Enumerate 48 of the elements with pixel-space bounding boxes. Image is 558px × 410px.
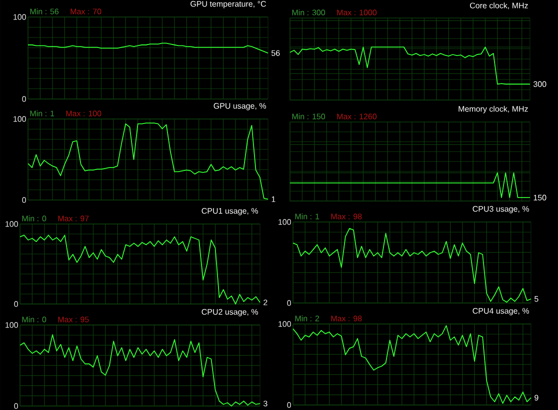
y-tick-label: 0 bbox=[14, 301, 18, 307]
y-tick-label: 0 bbox=[287, 402, 291, 408]
y-tick-label: 100 bbox=[6, 221, 18, 227]
text: Min : 1 bbox=[295, 213, 320, 220]
text: Min : 56 bbox=[30, 8, 59, 14]
y-tick-label: 0 bbox=[22, 197, 26, 203]
text: 2 bbox=[264, 300, 268, 306]
text: Min : 0 bbox=[22, 316, 46, 322]
chart-title: CPU3 usage, % bbox=[472, 206, 529, 214]
text: Min : 0 bbox=[22, 215, 46, 222]
y-tick-label: 0 bbox=[22, 96, 26, 102]
text: Max : 98 bbox=[331, 316, 362, 322]
y-tick-label: 0 bbox=[287, 300, 291, 306]
text: 9 bbox=[534, 394, 538, 401]
text: 150 bbox=[534, 194, 546, 200]
chart-title: CPU2 usage, % bbox=[202, 309, 258, 316]
text: 300 bbox=[533, 81, 546, 87]
text: Max : 100 bbox=[66, 110, 102, 116]
chart-title: CPU1 usage, % bbox=[202, 208, 258, 216]
chart-title: Core clock, MHz bbox=[470, 2, 528, 10]
text: 56 bbox=[272, 50, 280, 56]
text: Max : 95 bbox=[58, 316, 89, 322]
y-tick-label: 100 bbox=[6, 322, 18, 328]
chart-title: CPU4 usage, % bbox=[472, 308, 529, 316]
chart-title: Memory clock, MHz bbox=[458, 106, 528, 114]
line-series bbox=[292, 325, 532, 404]
text: 5 bbox=[534, 296, 538, 302]
text: 3 bbox=[263, 400, 268, 406]
chart-title: GPU temperature, °C bbox=[190, 1, 266, 8]
text: 1 bbox=[272, 196, 276, 202]
y-tick-label: 100 bbox=[14, 14, 26, 20]
text: Max : 98 bbox=[331, 214, 362, 220]
text: Min : 2 bbox=[295, 315, 320, 322]
line-series bbox=[20, 234, 260, 304]
y-tick-label: 100 bbox=[14, 116, 26, 122]
y-tick-label: 100 bbox=[278, 321, 291, 327]
line-series bbox=[20, 334, 260, 406]
text: Max : 1260 bbox=[337, 114, 377, 120]
text: Min : 300 bbox=[292, 9, 326, 16]
text: Max : 1000 bbox=[337, 10, 377, 16]
text: Max : 70 bbox=[70, 8, 102, 14]
y-tick-label: 100 bbox=[278, 219, 291, 225]
chart-title: GPU usage, % bbox=[214, 103, 266, 110]
text: Min : 1 bbox=[30, 110, 54, 116]
text: Max : 97 bbox=[58, 216, 89, 222]
line-series bbox=[292, 228, 532, 303]
y-tick-label: 0 bbox=[14, 403, 18, 409]
text: Min : 150 bbox=[292, 113, 326, 120]
